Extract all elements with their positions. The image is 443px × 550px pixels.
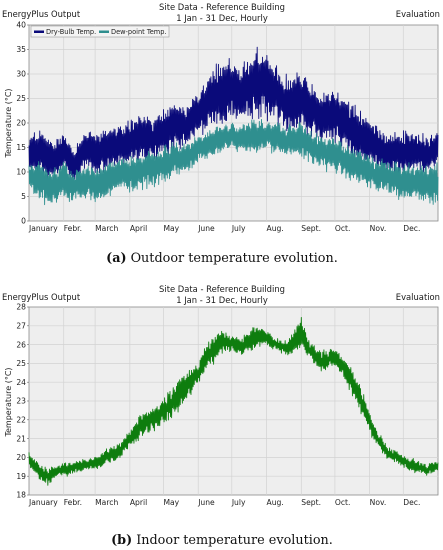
panel-b-header-range: 1 Jan - 31 Dec, Hourly <box>176 295 268 305</box>
x-tick-label-month: Aug. <box>267 498 284 507</box>
panel-b-x-ticks: January Febr. March April May June July Aug. Sep… <box>28 498 420 507</box>
x-tick-label-month: June <box>197 224 215 233</box>
y-tick-label: 20 <box>16 453 26 462</box>
panel-b-y-axis-label: Temperature (°C) <box>4 367 13 437</box>
y-tick-label: 5 <box>21 192 26 201</box>
y-tick-label: 25 <box>16 94 26 103</box>
y-tick-label: 10 <box>16 168 26 177</box>
panel-a-caption-label: (a) <box>106 251 126 266</box>
x-tick-label-month: January <box>28 224 58 233</box>
panel-b-series <box>28 316 439 486</box>
x-tick-label-month: March <box>95 498 118 507</box>
panel-a: EnergyPlus Output Site Data - Reference … <box>2 2 440 266</box>
y-tick-label: 28 <box>16 303 26 312</box>
panel-b: EnergyPlus Output Site Data - Reference … <box>2 284 440 548</box>
y-tick-label: 23 <box>16 397 26 406</box>
panel-a-series <box>28 46 439 206</box>
y-tick-label: 26 <box>16 340 26 349</box>
x-tick-label-month: June <box>197 498 215 507</box>
x-tick-label-month: Aug. <box>267 224 284 233</box>
x-tick-label-month: Dec. <box>403 224 420 233</box>
panel-b-header-title: Site Data - Reference Building <box>159 284 285 294</box>
panel-a-caption: (a) Outdoor temperature evolution. <box>106 251 338 266</box>
panel-a-caption-text: Outdoor temperature evolution. <box>131 251 338 266</box>
x-tick-label-month: Oct. <box>335 224 351 233</box>
series-line-dew-point-temp <box>28 118 439 206</box>
y-tick-label: 35 <box>16 45 26 54</box>
x-tick-label-month: Febr. <box>64 224 82 233</box>
x-tick-label-month: Dec. <box>403 498 420 507</box>
x-tick-label-month: January <box>28 498 58 507</box>
x-tick-label-month: March <box>95 224 118 233</box>
panel-a-header-title: Site Data - Reference Building <box>159 2 285 12</box>
panel-a-legend: Dry-Bulb Temp. Dew-point Temp. <box>30 25 170 38</box>
y-tick-label: 24 <box>16 378 26 387</box>
y-tick-label: 40 <box>16 21 26 30</box>
panel-b-header-right: Evaluation <box>396 292 440 302</box>
panel-a-y-axis-label: Temperature (°C) <box>4 88 13 158</box>
legend-label-dry-bulb: Dry-Bulb Temp. <box>46 28 96 36</box>
x-tick-label-month: May <box>163 498 179 507</box>
y-tick-label: 27 <box>16 322 26 331</box>
x-tick-label-month: Nov. <box>370 498 387 507</box>
panel-b-caption-label: (b) <box>111 533 132 548</box>
x-tick-label-month: Sept. <box>301 498 321 507</box>
x-tick-label-month: Sept. <box>301 224 321 233</box>
panel-b-header-left: EnergyPlus Output <box>2 292 81 302</box>
y-tick-label: 20 <box>16 119 26 128</box>
series-line-series <box>28 316 439 486</box>
y-tick-label: 30 <box>16 70 26 79</box>
y-tick-label: 15 <box>16 143 26 152</box>
x-tick-label-month: Febr. <box>64 498 82 507</box>
y-tick-label: 25 <box>16 359 26 368</box>
y-tick-label: 21 <box>16 434 26 443</box>
y-tick-label: 19 <box>16 472 26 481</box>
panel-a-y-ticks: 0 5 10 15 20 25 30 35 40 <box>16 21 29 226</box>
y-tick-label: 22 <box>16 416 26 425</box>
x-tick-label-month: Oct. <box>335 498 351 507</box>
legend-swatch-dew-point <box>99 30 109 33</box>
legend-label-dew-point: Dew-point Temp. <box>111 28 167 36</box>
panel-a-x-ticks: January Febr. March April May June July Aug. Sep… <box>28 224 420 233</box>
panel-b-caption: (b) Indoor temperature evolution. <box>111 533 333 548</box>
x-tick-label-month: Nov. <box>370 224 387 233</box>
y-tick-label: 18 <box>16 491 26 500</box>
x-tick-label-month: July <box>231 224 246 233</box>
panel-a-header-range: 1 Jan - 31 Dec, Hourly <box>176 13 268 23</box>
series-line-dry-bulb-temp <box>28 46 439 180</box>
x-tick-label-month: April <box>130 224 147 233</box>
x-tick-label-month: July <box>231 498 246 507</box>
y-tick-label: 0 <box>21 217 26 226</box>
panel-a-header-right: Evaluation <box>396 9 440 19</box>
panel-b-y-ticks: 18 19 20 21 22 23 24 25 26 27 28 <box>16 303 29 500</box>
x-tick-label-month: April <box>130 498 147 507</box>
panel-b-caption-text: Indoor temperature evolution. <box>136 533 333 548</box>
panel-a-header-left: EnergyPlus Output <box>2 9 81 19</box>
legend-swatch-dry-bulb <box>34 30 44 33</box>
x-tick-label-month: May <box>163 224 179 233</box>
